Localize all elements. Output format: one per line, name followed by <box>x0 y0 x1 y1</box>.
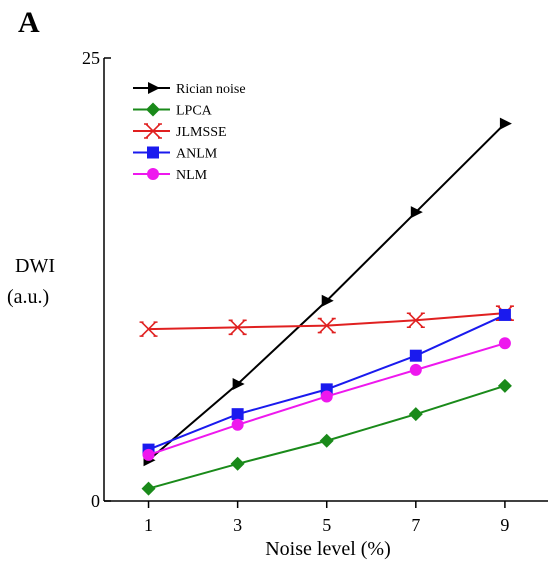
legend-label-rician-noise: Rician noise <box>176 82 246 97</box>
series-line-jlmsse <box>148 312 505 331</box>
y-axis-label-line1: DWI <box>15 255 55 277</box>
legend-label-anlm: ANLM <box>176 147 218 162</box>
marker-cross <box>319 318 335 334</box>
marker-caps <box>495 305 514 321</box>
marker-caps <box>139 321 158 337</box>
marker-caps <box>228 319 247 336</box>
y-axis-label-line2: (a.u.) <box>7 286 49 308</box>
marker-caps <box>406 312 425 329</box>
data-point-lpca <box>319 433 334 448</box>
y-tick-label: 0 <box>91 491 100 511</box>
data-point-jlmsse <box>317 317 336 334</box>
series-line-anlm <box>148 314 506 451</box>
legend-marker-anlm <box>147 146 159 159</box>
data-point-lpca <box>230 456 245 471</box>
legend-item-nlm: NLM <box>133 168 208 183</box>
marker-cross <box>145 123 161 139</box>
ticks: 1 3 5 7 9 0 25 <box>82 48 509 535</box>
data-point-rician-noise <box>499 117 512 130</box>
data-point-anlm <box>409 349 422 362</box>
series-layer <box>139 117 514 496</box>
data-point-nlm <box>409 363 422 376</box>
legend-marker-jlmsse <box>144 123 162 139</box>
series-jlmsse <box>139 305 514 337</box>
legend-label-jlmsse: JLMSSE <box>176 125 227 140</box>
marker-cross <box>140 321 157 337</box>
x-tick-label: 3 <box>233 515 242 535</box>
x-axis-label: Noise level (%) <box>265 538 391 560</box>
legend-marker-rician-noise <box>148 82 160 94</box>
legend-label-nlm: NLM <box>176 168 208 183</box>
marker-cross <box>230 319 246 335</box>
data-point-rician-noise <box>232 378 245 391</box>
marker-caps <box>144 123 162 139</box>
data-point-jlmsse <box>139 321 158 337</box>
x-tick-label: 9 <box>500 515 509 535</box>
data-point-nlm <box>142 448 155 461</box>
data-point-nlm <box>320 390 333 403</box>
data-point-anlm <box>498 308 511 321</box>
x-tick-label: 5 <box>322 515 331 535</box>
legend-item-lpca: LPCA <box>133 102 213 119</box>
data-point-lpca <box>408 407 423 422</box>
y-tick-label: 25 <box>82 48 100 68</box>
series-anlm <box>142 308 511 456</box>
marker-caps <box>317 317 336 334</box>
marker-cross <box>408 312 424 328</box>
legend-marker-lpca <box>146 102 160 117</box>
legend: Rician noise LPCA JLMSSE ANLM NLM <box>133 82 246 183</box>
legend-item-anlm: ANLM <box>133 146 218 162</box>
x-tick-label: 7 <box>411 515 420 535</box>
data-point-nlm <box>498 337 511 350</box>
legend-label-lpca: LPCA <box>176 104 213 119</box>
legend-item-jlmsse: JLMSSE <box>133 123 227 140</box>
legend-item-rician-noise: Rician noise <box>133 82 246 97</box>
data-point-jlmsse <box>228 319 247 336</box>
data-point-rician-noise <box>410 206 423 219</box>
series-nlm <box>142 337 511 461</box>
data-point-nlm <box>231 418 244 431</box>
data-point-jlmsse <box>406 312 425 329</box>
data-point-lpca <box>141 481 156 496</box>
data-point-lpca <box>497 378 512 393</box>
x-tick-label: 1 <box>144 515 153 535</box>
series-lpca <box>141 378 512 496</box>
panel-label: A <box>18 6 40 39</box>
data-point-anlm <box>231 408 244 421</box>
legend-marker-nlm <box>147 168 159 180</box>
data-point-rician-noise <box>321 294 334 307</box>
